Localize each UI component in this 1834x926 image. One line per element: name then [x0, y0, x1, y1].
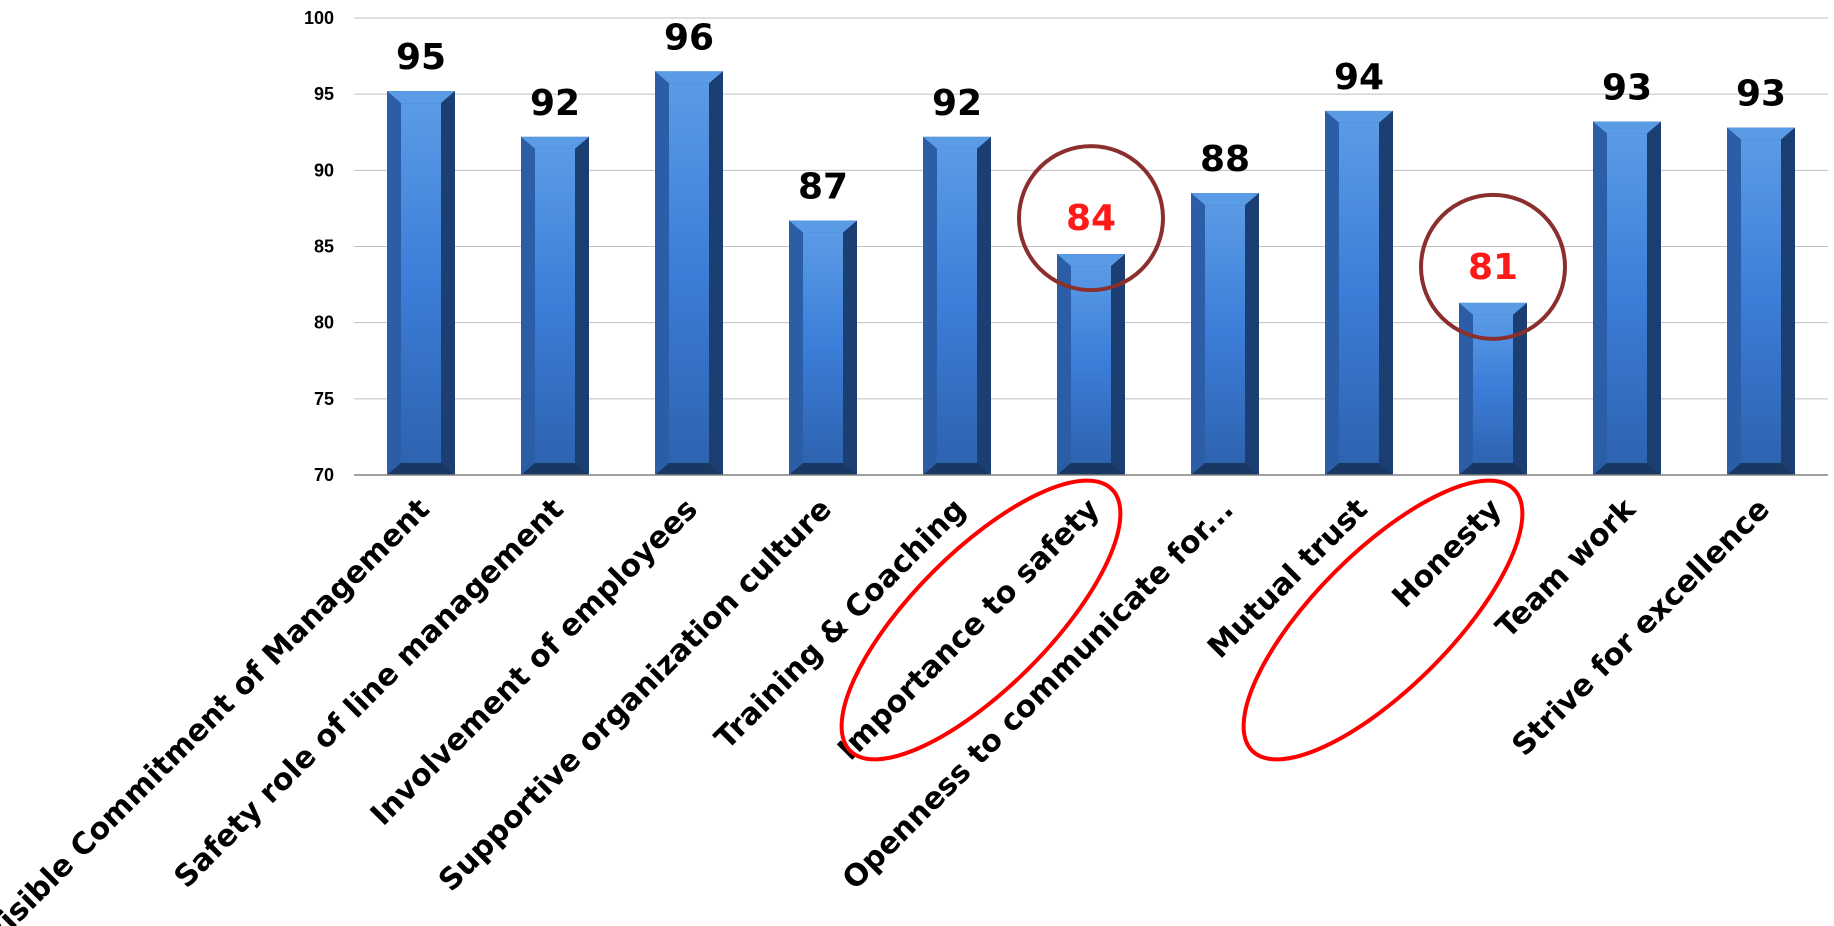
- bar-left-bevel: [1593, 121, 1607, 475]
- category-label: Strive for excellence: [1505, 492, 1776, 763]
- data-label: 92: [932, 83, 982, 124]
- y-tick-label: 80: [314, 313, 334, 333]
- annotations: [839, 144, 1567, 762]
- bar: [521, 136, 589, 475]
- category-highlight-ellipse: [1241, 478, 1525, 762]
- bar-right-bevel: [1647, 121, 1661, 475]
- bar-left-bevel: [923, 136, 937, 475]
- bar-bottom-bevel: [387, 463, 455, 475]
- bar-bottom-bevel: [923, 463, 991, 475]
- data-labels: 95 92 96 87 92 84 88 94 81 93 93: [396, 17, 1786, 288]
- data-label: 93: [1736, 74, 1786, 115]
- bar: [1727, 127, 1795, 476]
- bar-bottom-bevel: [1459, 463, 1527, 475]
- data-label: 94: [1334, 57, 1384, 98]
- bar-left-bevel: [1057, 254, 1071, 475]
- bar-bottom-bevel: [789, 463, 857, 475]
- y-tick-label: 100: [304, 8, 334, 28]
- bar-front: [1205, 205, 1245, 463]
- bar-top-bevel: [1459, 302, 1527, 315]
- bar-bottom-bevel: [1325, 463, 1393, 475]
- bar-right-bevel: [977, 136, 991, 475]
- bar-bottom-bevel: [1191, 463, 1259, 475]
- bar-front: [401, 103, 441, 464]
- bar-right-bevel: [843, 220, 857, 475]
- bar-top-bevel: [1057, 254, 1125, 267]
- y-tick-label: 90: [314, 160, 334, 180]
- value-highlight-circle: [1419, 192, 1567, 341]
- bar-top-bevel: [387, 91, 455, 104]
- bar: [789, 220, 857, 475]
- bar-left-bevel: [655, 71, 669, 476]
- category-label: Team work: [1489, 491, 1643, 645]
- bar-top-bevel: [1325, 110, 1393, 123]
- bar-left-bevel: [1459, 302, 1473, 475]
- bar-right-bevel: [1781, 127, 1795, 476]
- bar-left-bevel: [521, 136, 535, 475]
- bar-right-bevel: [575, 136, 589, 475]
- bar-left-bevel: [1325, 110, 1339, 475]
- bar-bottom-bevel: [655, 463, 723, 475]
- bar-bottom-bevel: [1727, 463, 1795, 475]
- bar: [1325, 110, 1393, 475]
- bar-left-bevel: [387, 91, 401, 476]
- data-label: 87: [798, 167, 848, 208]
- bar: [1057, 254, 1125, 475]
- bar-bottom-bevel: [1593, 463, 1661, 475]
- bar-right-bevel: [441, 91, 455, 476]
- bar-top-bevel: [655, 71, 723, 84]
- bar-top-bevel: [521, 136, 589, 149]
- y-tick-label: 70: [314, 465, 334, 485]
- bar-top-bevel: [789, 220, 857, 233]
- bar: [1191, 193, 1259, 475]
- bars: [387, 71, 1795, 476]
- bar: [1593, 121, 1661, 475]
- bar-bottom-bevel: [521, 463, 589, 475]
- y-tick-label: 95: [314, 84, 334, 104]
- data-label: 96: [664, 17, 714, 58]
- y-tick-label: 85: [314, 237, 334, 257]
- bar-left-bevel: [789, 220, 803, 475]
- bar-right-bevel: [1245, 193, 1259, 475]
- data-label: 92: [530, 83, 580, 124]
- bar-left-bevel: [1727, 127, 1741, 476]
- data-label: 93: [1602, 68, 1652, 109]
- bar-top-bevel: [923, 136, 991, 149]
- bar-front: [669, 83, 709, 464]
- bar-front: [1071, 266, 1111, 463]
- bar: [387, 91, 455, 476]
- bar-bottom-bevel: [1057, 463, 1125, 475]
- y-tick-label: 75: [314, 389, 334, 409]
- bar-front: [1473, 314, 1513, 463]
- data-label: 84: [1066, 198, 1116, 239]
- bar: [923, 136, 991, 475]
- bar-front: [1607, 133, 1647, 463]
- bar-right-bevel: [709, 71, 723, 476]
- bar-front: [803, 232, 843, 463]
- y-axis-ticks: 70 75 80 85 90 95 100: [304, 8, 334, 485]
- bar-top-bevel: [1727, 127, 1795, 140]
- bar-left-bevel: [1191, 193, 1205, 475]
- data-label: 88: [1200, 139, 1250, 180]
- bar-right-bevel: [1379, 110, 1393, 475]
- bar-front: [1741, 139, 1781, 463]
- bar-right-bevel: [1513, 302, 1527, 475]
- bar-front: [937, 148, 977, 463]
- bar-front: [1339, 122, 1379, 463]
- bar-top-bevel: [1593, 121, 1661, 134]
- bar-front: [535, 148, 575, 463]
- bar: [655, 71, 723, 476]
- bar: [1459, 302, 1527, 475]
- value-highlight-circle: [1017, 144, 1165, 293]
- bar-right-bevel: [1111, 254, 1125, 475]
- bar-top-bevel: [1191, 193, 1259, 206]
- data-label: 95: [396, 37, 446, 78]
- category-highlight-ellipse: [839, 478, 1123, 762]
- data-label: 81: [1468, 247, 1518, 288]
